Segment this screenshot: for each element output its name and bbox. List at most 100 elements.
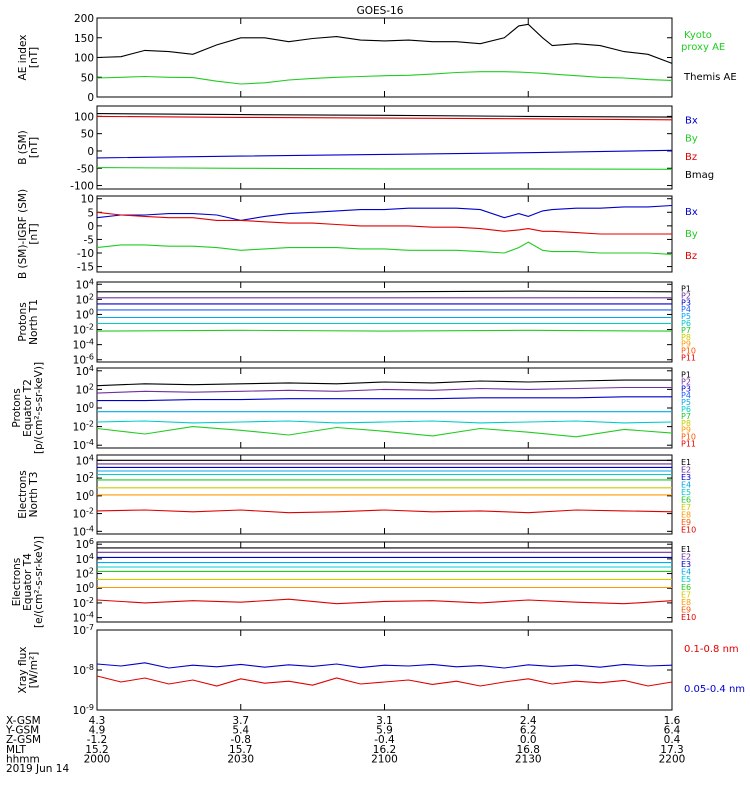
series-line-1: [96, 23, 673, 64]
ephemeris-value: 16.8: [517, 744, 540, 756]
legend-label: Bx: [685, 207, 698, 218]
y-tick-label: 104: [76, 277, 94, 291]
series-line-3: [97, 396, 672, 402]
series-line-3: [96, 149, 673, 159]
ephemeris-value: 1.6: [664, 715, 681, 727]
plot-frame: [96, 541, 673, 623]
y-tick-label: 10-2: [73, 323, 94, 337]
legend-label: E4: [681, 480, 691, 489]
legend-label: Bz: [685, 152, 697, 163]
series-line-1: [96, 379, 672, 387]
y-tick-label: 106: [76, 537, 94, 551]
series-line-1: [97, 290, 673, 293]
ephemeris-value: 5.4: [232, 725, 249, 737]
series-line-9: [96, 598, 673, 605]
y-tick-label: 100: [76, 401, 94, 415]
y-tick-label: 0: [87, 221, 94, 233]
legend-label: P8: [681, 333, 691, 342]
legend-label: E7: [681, 503, 691, 512]
y-tick-label: 100: [76, 581, 94, 595]
legend-label: P5: [681, 398, 691, 407]
legend-label: P4: [681, 305, 691, 314]
legend-label: P2: [681, 377, 691, 386]
series-line-1: [96, 204, 673, 221]
y-axis-label: ElectronsEquator T4[e/(cm²-s-sr-keV)]: [11, 536, 45, 628]
ephemeris-value: -0.8: [231, 734, 252, 746]
series-line-2: [96, 675, 673, 687]
legend-label: P9: [681, 426, 691, 435]
panel-bsm: 100 50 0 -50 -100 B (SM)[nT] Bx By Bz Bmag: [17, 105, 714, 193]
legend-label: P6: [681, 319, 691, 328]
y-tick-label: 104: [76, 364, 94, 378]
y-tick-label: 50: [81, 72, 94, 84]
legend-label: P9: [681, 340, 691, 349]
legend-label: E2: [681, 552, 691, 561]
y-axis-label: ElectronsNorth T3: [17, 470, 40, 519]
legend-label: P10: [681, 433, 696, 442]
y-tick-label: 200: [74, 13, 94, 25]
plot-frame: [96, 629, 673, 711]
y-tick-label: 102: [76, 292, 94, 306]
y-tick-label: 10: [81, 194, 94, 206]
y-axis-label: B (SM)[nT]: [17, 130, 40, 164]
legend-label: E3: [681, 560, 691, 569]
series-line-5: [96, 420, 673, 424]
legend-label: P8: [681, 419, 691, 428]
y-tick-label: -50: [77, 163, 94, 175]
y-tick-label: -100: [70, 181, 94, 193]
y-tick-label: 104: [76, 453, 94, 467]
y-tick-label: 102: [76, 567, 94, 581]
ephemeris-row-label: Z-GSM: [6, 734, 41, 746]
plot-frame: [96, 17, 673, 98]
ephemeris-value: 0.0: [520, 734, 537, 746]
y-tick-label: 10-2: [73, 420, 94, 434]
legend-label: 0.05-0.4 nm: [684, 684, 745, 695]
panel-protons-t2: 104 102 100 10-2 10-4 ProtonsEquator T2[p/(cm…: [11, 362, 696, 454]
ephemeris-value: 5.9: [376, 725, 393, 737]
legend-label: E9: [681, 518, 691, 527]
y-tick-label: 10-2: [73, 596, 94, 610]
legend-label: P6: [681, 405, 691, 414]
legend-label: By: [685, 229, 698, 240]
y-tick-label: 150: [74, 33, 94, 45]
y-axis-label: Xray flux[W/m²]: [17, 647, 40, 694]
y-axis-label: ProtonsNorth T1: [17, 299, 40, 345]
legend-label: E9: [681, 606, 691, 615]
series-line-2: [96, 71, 673, 85]
legend-label: 0.1-0.8 nm: [684, 644, 739, 655]
y-axis-label: ProtonsEquator T2[p/(cm²-s-sr-keV)]: [11, 362, 45, 454]
legend-label: E8: [681, 510, 691, 519]
y-tick-label: 100: [74, 111, 94, 123]
ephemeris-value: -1.2: [87, 734, 108, 746]
y-tick-label: 100: [74, 53, 94, 65]
legend-label: E7: [681, 590, 691, 599]
y-tick-label: 10-2: [73, 507, 94, 521]
ephemeris-value: -0.4: [374, 734, 395, 746]
legend-label: E10: [681, 613, 696, 622]
legend-label: P11: [681, 354, 696, 363]
ephemeris-value: 15.2: [85, 744, 108, 756]
y-tick-label: -15: [77, 262, 94, 274]
y-tick-label: -5: [84, 234, 94, 246]
ephemeris-value: 2100: [371, 753, 398, 765]
legend-label: E6: [681, 583, 691, 592]
legend-label: P2: [681, 291, 691, 300]
legend-label: P11: [681, 440, 696, 449]
legend-label: Kyoto: [684, 30, 712, 41]
ephemeris-table: X-GSM 4.3 3.7 3.1 2.4 1.6 Y-GSM 4.9 5.4 5.9 6.2 6.4…: [5, 715, 685, 775]
legend-label: By: [685, 134, 698, 145]
legend-label: E10: [681, 525, 696, 534]
legend-label: E3: [681, 473, 691, 482]
ephemeris-date: 2019 Jun 14: [6, 763, 69, 775]
series-line-9: [96, 509, 673, 514]
y-tick-label: 0: [87, 146, 94, 158]
ephemeris-value: 17.3: [660, 744, 683, 756]
legend-label: Bmag: [685, 170, 714, 181]
legend-label: P10: [681, 347, 696, 356]
ephemeris-value: 2200: [659, 753, 686, 765]
y-tick-label: 104: [76, 552, 94, 566]
y-tick-label: 0: [87, 92, 94, 104]
